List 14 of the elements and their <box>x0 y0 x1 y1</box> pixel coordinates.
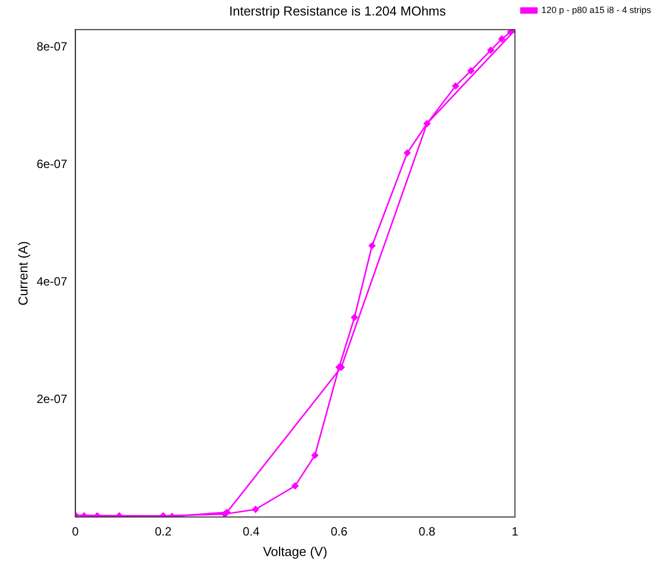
x-tick-label: 0.6 <box>330 524 348 539</box>
x-tick-label: 0.2 <box>154 524 172 539</box>
chart-title: Interstrip Resistance is 1.204 MOhms <box>229 3 446 18</box>
x-tick-label: 0.4 <box>242 524 260 539</box>
y-tick-label: 4e-07 <box>36 274 68 288</box>
x-tick-label: 0 <box>72 524 79 539</box>
y-tick-label: 2e-07 <box>36 392 68 406</box>
x-tick-label: 0.8 <box>418 524 436 539</box>
x-tick-label: 1 <box>512 524 519 539</box>
legend-label: 120 p - p80 a15 i8 - 4 strips <box>541 4 652 15</box>
y-axis-title: Current (A) <box>15 241 30 306</box>
x-axis-title: Voltage (V) <box>262 544 328 559</box>
y-tick-label: 8e-07 <box>36 40 68 54</box>
y-tick-label: 6e-07 <box>36 156 68 171</box>
